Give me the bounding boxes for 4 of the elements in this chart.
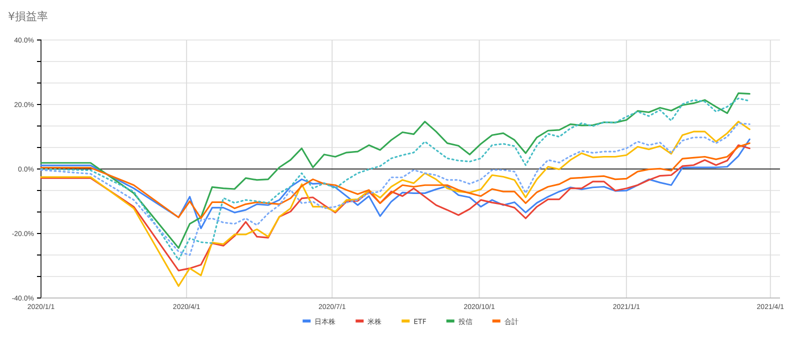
line-series (40, 144, 750, 272)
line-series (40, 120, 750, 287)
line-series (40, 122, 750, 256)
chart-title: ¥損益率 (8, 10, 48, 23)
